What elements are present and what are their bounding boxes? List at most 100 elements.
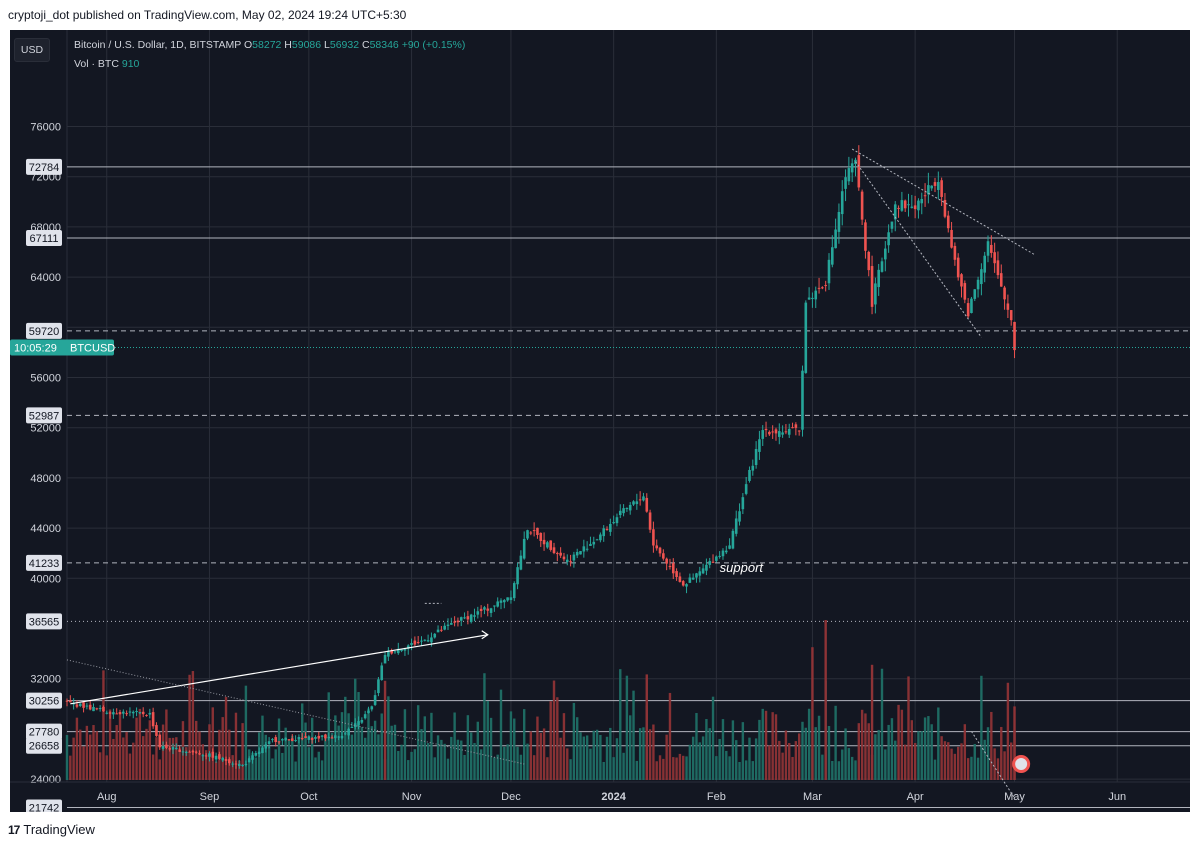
volume-bar bbox=[738, 761, 741, 780]
candle-body bbox=[781, 432, 784, 435]
candle-body bbox=[231, 763, 234, 765]
volume-bar bbox=[996, 758, 1000, 780]
candle-body bbox=[367, 710, 370, 713]
candle-body bbox=[728, 545, 731, 549]
candle-body bbox=[347, 728, 350, 736]
volume-bar bbox=[877, 729, 880, 780]
volume-bar bbox=[1010, 742, 1013, 780]
candle-body bbox=[237, 763, 241, 767]
candle-body bbox=[522, 538, 526, 559]
candle-body bbox=[708, 561, 712, 565]
candle-body bbox=[814, 290, 818, 300]
candle-body bbox=[791, 427, 794, 429]
candle-body bbox=[108, 712, 112, 714]
candle-body bbox=[536, 527, 539, 535]
candle-body bbox=[324, 734, 327, 739]
price-level-label: 30256 bbox=[29, 696, 60, 708]
volume-bar bbox=[592, 730, 595, 780]
candle-body bbox=[622, 508, 625, 514]
candle-body bbox=[695, 573, 698, 578]
volume-bar bbox=[234, 712, 238, 780]
volume-bar bbox=[95, 731, 99, 780]
volume-bar bbox=[118, 712, 122, 780]
chart-legend-volume: Vol · BTC 910 bbox=[74, 58, 139, 70]
volume-bar bbox=[420, 729, 423, 780]
candle-body bbox=[456, 620, 460, 623]
volume-bar bbox=[443, 743, 446, 780]
volume-bar bbox=[970, 756, 973, 780]
candle-body bbox=[208, 753, 211, 757]
candle-body bbox=[840, 191, 844, 215]
volume-bar bbox=[185, 747, 188, 780]
candle-body bbox=[966, 303, 970, 317]
volume-bar bbox=[307, 747, 311, 780]
volume-bar bbox=[436, 735, 440, 780]
candle-body bbox=[512, 583, 516, 599]
candle-body bbox=[373, 695, 377, 705]
volume-bar bbox=[986, 727, 990, 780]
candle-body bbox=[128, 711, 132, 713]
candle-body bbox=[960, 274, 963, 287]
candle-body bbox=[724, 550, 728, 553]
candle-body bbox=[131, 711, 135, 714]
volume-bar bbox=[132, 742, 135, 780]
low-value: 56932 bbox=[329, 39, 360, 51]
candle-body bbox=[920, 199, 924, 204]
candle-body bbox=[761, 430, 765, 439]
candle-body bbox=[277, 741, 281, 743]
volume-bar bbox=[493, 757, 496, 780]
candle-body bbox=[900, 200, 904, 211]
volume-bar bbox=[277, 718, 281, 780]
candle-body bbox=[625, 508, 629, 510]
volume-bar bbox=[380, 713, 383, 780]
candle-body bbox=[801, 370, 804, 430]
candle-body bbox=[602, 528, 606, 537]
volume-bar bbox=[993, 748, 996, 780]
volume-bar bbox=[695, 713, 698, 780]
price-level-tag bbox=[26, 158, 62, 175]
volume-bar bbox=[860, 709, 864, 780]
candle-body bbox=[165, 744, 168, 748]
volume-bar bbox=[652, 724, 655, 780]
candle-body bbox=[420, 640, 423, 642]
volume-bar bbox=[966, 758, 970, 780]
volume-bar bbox=[559, 737, 562, 780]
candle-body bbox=[847, 168, 851, 182]
footer-brand[interactable]: TradingView bbox=[23, 822, 95, 837]
volume-bar bbox=[635, 760, 639, 780]
volume-bar bbox=[887, 724, 890, 780]
tradingview-logo-icon: 17 bbox=[8, 822, 20, 837]
volume-bar bbox=[642, 727, 645, 780]
volume-bar bbox=[112, 738, 115, 780]
volume-bar bbox=[910, 720, 914, 780]
candle-body bbox=[953, 245, 957, 260]
candle-body bbox=[867, 251, 871, 271]
candle-body bbox=[257, 751, 261, 755]
price-chart[interactable]: 2400032000400004400048000520005600060000… bbox=[10, 30, 1190, 812]
candle-body bbox=[69, 700, 72, 703]
candle-body bbox=[599, 534, 602, 541]
volume-bar bbox=[526, 743, 529, 780]
volume-bar bbox=[625, 675, 629, 780]
candle-body bbox=[754, 449, 758, 466]
currency-button[interactable]: USD bbox=[14, 38, 50, 62]
chart-frame[interactable]: 2400032000400004400048000520005600060000… bbox=[10, 30, 1190, 812]
volume-bar bbox=[407, 760, 410, 780]
volume-bar bbox=[884, 749, 887, 780]
candles bbox=[65, 145, 1016, 769]
volume-bar bbox=[536, 716, 539, 780]
candle-body bbox=[605, 528, 609, 530]
volume-bar bbox=[151, 754, 155, 780]
volume-bar bbox=[817, 715, 821, 780]
volume-bar bbox=[195, 720, 198, 780]
volume-bar bbox=[768, 745, 771, 780]
candle-body bbox=[443, 625, 446, 630]
volume-bar bbox=[933, 759, 937, 780]
candle-body bbox=[933, 182, 937, 186]
volume-bar bbox=[619, 669, 622, 780]
candle-body bbox=[539, 532, 543, 541]
uptrend-arrowhead bbox=[481, 630, 489, 640]
candle-body bbox=[453, 621, 456, 623]
volume-bar bbox=[360, 727, 364, 780]
chart-legend-symbol: Bitcoin / U.S. Dollar, 1D, BITSTAMP O582… bbox=[74, 39, 465, 51]
